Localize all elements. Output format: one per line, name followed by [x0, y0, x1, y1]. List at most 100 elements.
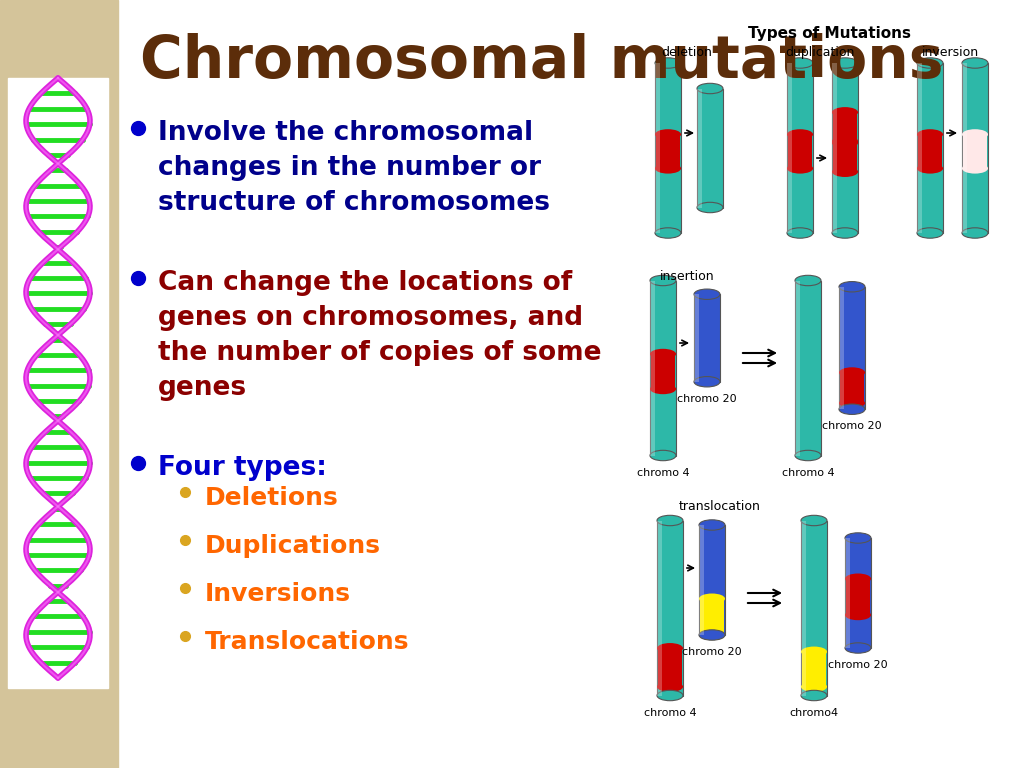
Bar — [650, 280, 676, 455]
Ellipse shape — [650, 450, 676, 461]
Ellipse shape — [657, 643, 683, 654]
Bar — [8, 78, 108, 688]
Text: Types of Mutations: Types of Mutations — [749, 26, 911, 41]
Bar — [831, 63, 838, 233]
Bar — [0, 0, 118, 768]
Bar — [831, 63, 858, 233]
Ellipse shape — [845, 574, 871, 584]
Ellipse shape — [831, 107, 858, 118]
Text: Chromosomal mutations: Chromosomal mutations — [140, 33, 943, 90]
Bar — [845, 538, 850, 648]
Bar — [650, 280, 655, 455]
Text: Duplications: Duplications — [205, 534, 381, 558]
Bar — [963, 135, 987, 167]
Bar — [839, 286, 865, 409]
Text: Involve the chromosomal
changes in the number or
structure of chromosomes: Involve the chromosomal changes in the n… — [158, 120, 550, 216]
Ellipse shape — [699, 520, 725, 530]
Text: translocation: translocation — [679, 500, 761, 513]
Text: chromo 20: chromo 20 — [828, 660, 888, 670]
Bar — [845, 538, 871, 648]
Bar — [840, 373, 864, 402]
Text: chromo4: chromo4 — [790, 707, 839, 717]
Bar — [918, 63, 943, 233]
Ellipse shape — [918, 129, 943, 140]
Ellipse shape — [801, 515, 827, 526]
Text: Four types:: Four types: — [158, 455, 327, 481]
Bar — [787, 63, 813, 233]
Bar — [694, 294, 699, 382]
Bar — [697, 88, 702, 207]
Bar — [795, 280, 821, 455]
Bar — [839, 286, 844, 409]
Ellipse shape — [831, 137, 858, 148]
Bar — [697, 88, 723, 207]
Bar — [699, 525, 705, 635]
Ellipse shape — [699, 630, 725, 641]
Text: chromo 4: chromo 4 — [781, 468, 835, 478]
Ellipse shape — [795, 450, 821, 461]
Ellipse shape — [650, 275, 676, 286]
Bar — [658, 649, 682, 686]
Bar — [656, 135, 680, 167]
Bar — [787, 63, 793, 233]
Text: inversion: inversion — [922, 46, 979, 59]
Bar — [657, 521, 683, 696]
Ellipse shape — [962, 129, 988, 140]
Ellipse shape — [699, 630, 725, 641]
Ellipse shape — [845, 533, 871, 543]
Text: duplication: duplication — [785, 46, 855, 59]
Ellipse shape — [795, 275, 821, 286]
Ellipse shape — [657, 690, 683, 700]
Ellipse shape — [655, 163, 681, 174]
Ellipse shape — [697, 83, 723, 94]
Text: Can change the locations of
genes on chromosomes, and
the number of copies of so: Can change the locations of genes on chr… — [158, 270, 601, 401]
Bar — [918, 63, 923, 233]
Ellipse shape — [962, 228, 988, 238]
Text: chromo 20: chromo 20 — [677, 394, 737, 404]
Ellipse shape — [962, 58, 988, 68]
Ellipse shape — [839, 282, 865, 292]
Ellipse shape — [918, 228, 943, 238]
Ellipse shape — [831, 228, 858, 238]
Ellipse shape — [831, 58, 858, 68]
Ellipse shape — [801, 690, 827, 700]
Ellipse shape — [845, 643, 871, 654]
Ellipse shape — [787, 129, 813, 140]
Bar — [655, 63, 660, 233]
Text: chromo 4: chromo 4 — [644, 707, 696, 717]
Ellipse shape — [831, 167, 858, 177]
Bar — [655, 63, 681, 233]
Text: Translocations: Translocations — [205, 630, 410, 654]
Ellipse shape — [699, 594, 725, 604]
Ellipse shape — [839, 404, 865, 415]
Ellipse shape — [655, 129, 681, 140]
Ellipse shape — [787, 163, 813, 174]
Ellipse shape — [655, 228, 681, 238]
Ellipse shape — [787, 58, 813, 68]
Ellipse shape — [650, 384, 676, 394]
Text: Inversions: Inversions — [205, 582, 351, 606]
Text: chromo 20: chromo 20 — [682, 647, 741, 657]
Bar — [699, 525, 725, 635]
Bar — [694, 294, 720, 382]
Ellipse shape — [801, 647, 827, 657]
Ellipse shape — [694, 289, 720, 300]
Bar — [801, 521, 827, 696]
Bar — [657, 521, 663, 696]
Bar — [700, 600, 724, 634]
Ellipse shape — [787, 228, 813, 238]
Text: chromo 20: chromo 20 — [822, 422, 882, 432]
Ellipse shape — [657, 515, 683, 526]
Bar — [651, 355, 675, 388]
Ellipse shape — [694, 376, 720, 387]
Bar — [918, 135, 942, 167]
Text: deletion: deletion — [662, 46, 713, 59]
Ellipse shape — [655, 58, 681, 68]
Bar — [962, 63, 968, 233]
Text: insertion: insertion — [659, 270, 715, 283]
Ellipse shape — [657, 681, 683, 692]
Bar — [801, 521, 806, 696]
Ellipse shape — [839, 398, 865, 409]
Ellipse shape — [962, 163, 988, 174]
Bar — [788, 135, 812, 167]
